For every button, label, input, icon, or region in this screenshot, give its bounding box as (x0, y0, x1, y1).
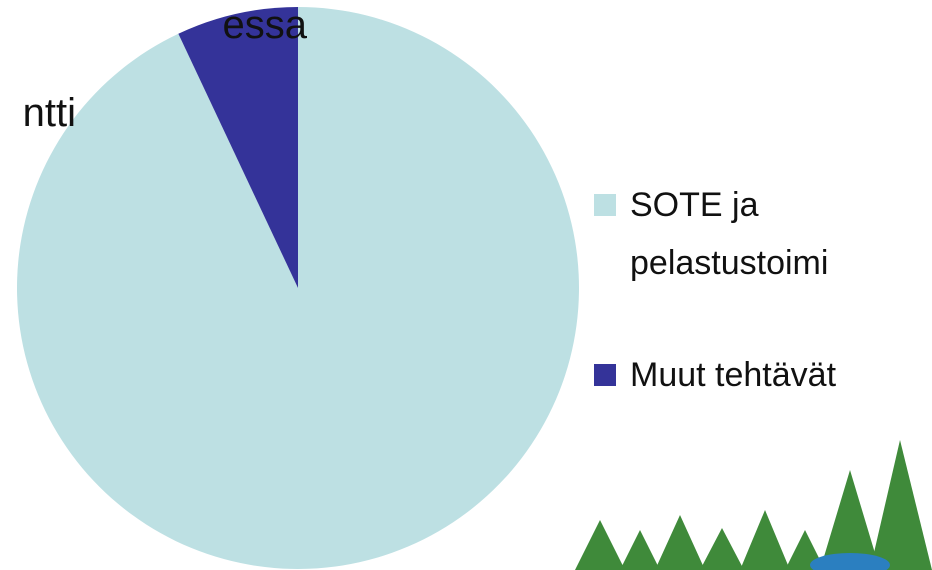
legend-item: SOTE ja pelastustoimi (594, 176, 914, 292)
legend-label: SOTE ja pelastustoimi (630, 176, 914, 292)
slide-text: ntti (23, 91, 76, 135)
pie (17, 7, 579, 569)
slide-text: essa (223, 3, 308, 47)
tree-decoration (575, 440, 932, 570)
legend-label: Muut tehtävät (630, 346, 914, 404)
legend-item: Muut tehtävät (594, 346, 914, 404)
legend-swatch (594, 194, 616, 216)
slide: essa ntti SOTE ja pelastustoimi Muut teht… (0, 0, 932, 570)
legend-swatch (594, 364, 616, 386)
